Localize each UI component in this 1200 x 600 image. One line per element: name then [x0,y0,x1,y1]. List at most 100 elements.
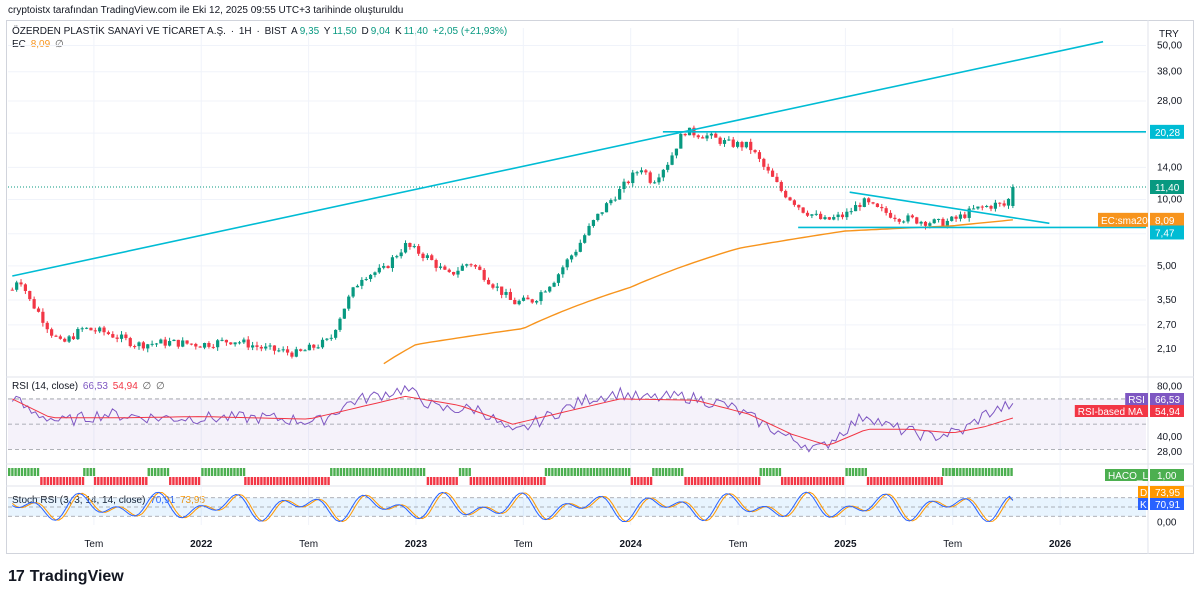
haco-bar-down [295,477,298,485]
haco-bar-down [937,477,940,485]
haco-bar-down [643,477,646,485]
tradingview-brand[interactable]: 17 TradingView [8,568,124,586]
candle-down [491,284,495,288]
candle-up [670,155,674,165]
haco-bar-up [652,468,655,476]
haco-bar-up [226,468,230,476]
haco-bar-up [674,468,677,476]
candle-down [648,172,652,183]
haco-bar-up [991,468,994,476]
haco-bar-down [754,477,758,485]
candle-down [880,206,884,209]
haco-bar-down [543,477,546,485]
haco-bar-down [72,477,75,485]
price-tick-label: 3,50 [1157,295,1177,306]
haco-bar-down [533,477,537,485]
haco-bar-up [352,468,355,476]
haco-bar-down [876,477,879,485]
candle-down [185,340,189,344]
axis-tag-value: 11,40 [1155,183,1180,194]
haco-bar-up [618,468,621,476]
haco-bar-up [465,468,468,476]
candle-down [285,349,290,353]
candle-down [93,330,97,332]
candle-up [150,343,154,345]
candle-down [530,299,534,303]
haco-bar-down [520,477,524,485]
candle-up [958,214,963,219]
stoch-tick-label: 0,00 [1157,517,1177,528]
candle-down [801,207,805,213]
haco-bar-up [339,468,343,476]
haco-bar-up [458,468,462,476]
haco-bar-up [1003,468,1007,476]
candle-down [910,215,914,218]
haco-bar-up [160,468,163,476]
haco-bar-down [266,477,269,485]
haco-bar-down [838,477,841,485]
candle-up [810,214,814,216]
haco-bar-down [927,477,931,485]
haco-bar-down [97,477,100,485]
haco-bar-up [592,468,596,476]
haco-bar-down [729,477,732,485]
candle-down [54,335,58,337]
haco-bar-up [17,468,20,476]
haco-bar-down [835,477,838,485]
haco-bar-down [122,477,126,485]
ec-legend[interactable]: EC 8,09 ∅ [12,39,66,50]
haco-bar-down [806,477,809,485]
haco-bar-down [703,477,706,485]
haco-bar-up [153,468,157,476]
candle-down [141,342,145,349]
haco-bar-up [560,468,564,476]
haco-bar-down [905,477,908,485]
candle-up [360,279,364,286]
haco-bar-up [583,468,586,476]
rsi-legend[interactable]: RSI (14, close) 66,53 54,94 ∅ ∅ [12,381,167,392]
haco-bar-up [333,468,336,476]
haco-bar-up [772,468,775,476]
candle-down [884,208,888,213]
haco-bar-up [390,468,394,476]
haco-bar-down [751,477,754,485]
haco-bar-down [81,477,85,485]
haco-bar-down [194,477,198,485]
candle-up [613,199,617,201]
chart-credit: cryptoistx tarafından TradingView.com il… [8,5,404,16]
haco-bar-down [106,477,110,485]
haco-bar-down [49,477,53,485]
candle-down [766,166,770,171]
stoch-legend[interactable]: Stoch RSI (3, 3, 14, 14, close) 70,91 73… [12,495,207,506]
candle-up [635,172,639,174]
haco-bar-down [757,477,761,485]
candle-up [657,177,661,183]
haco-bar-up [86,468,89,476]
sma200-line [383,219,1013,365]
candle-down [779,182,783,191]
candle-up [604,203,609,213]
haco-bar-up [384,468,387,476]
candle-down [71,336,76,340]
haco-bar-down [902,477,905,485]
candle-up [251,345,255,348]
candle-down [272,345,277,351]
candle-up [727,139,731,141]
haco-bar-up [150,468,154,476]
candle-down [714,133,718,138]
candle-up [993,202,997,209]
haco-bar-up [599,468,602,476]
time-tick-label: Tem [84,539,103,550]
candle-up [351,287,355,297]
open-value: 9,35 [299,26,320,37]
candle-down [840,214,845,218]
haco-bar-down [452,477,455,485]
haco-bar-down [697,477,700,485]
legend-sep-1: · [230,26,235,37]
haco-bar-up [611,468,615,476]
candle-down [211,346,215,348]
haco-bar-down [793,477,797,485]
haco-bar-down [113,477,116,485]
haco-bar-down [921,477,924,485]
